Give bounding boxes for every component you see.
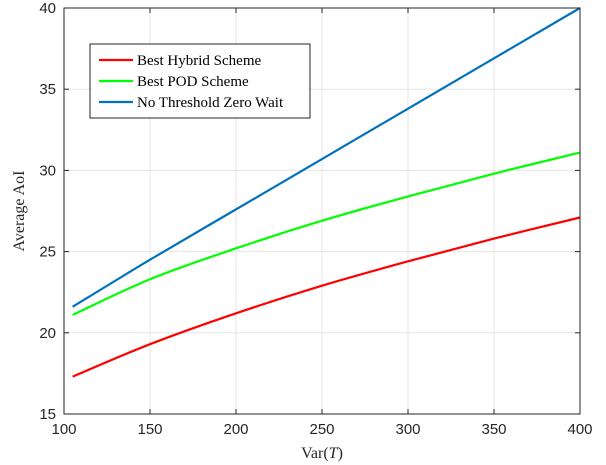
axis-ticks <box>63 7 581 415</box>
series-line-best-hybrid-scheme <box>72 216 581 378</box>
y-tick-label: 25 <box>39 244 56 261</box>
series-line-no-threshold-zero-wait <box>72 7 581 308</box>
series-line-best-pod-scheme <box>72 151 581 316</box>
y-tick-label: 20 <box>39 325 56 342</box>
x-tick-labels: 100 150 200 250 300 350 400 <box>51 421 592 438</box>
y-tick-labels: 15 20 25 30 35 40 <box>39 0 56 423</box>
legend-label-best-hybrid-scheme: Best Hybrid Scheme <box>137 53 261 69</box>
series-layer <box>72 7 581 378</box>
x-tick-label: 300 <box>395 421 420 438</box>
y-tick-label: 40 <box>39 0 56 17</box>
legend: Best Hybrid Scheme Best POD Scheme No Thre… <box>89 43 311 119</box>
x-tick-label: 200 <box>223 421 248 438</box>
legend-label-no-threshold-zero-wait: No Threshold Zero Wait <box>137 95 284 111</box>
x-tick-label: 250 <box>309 421 334 438</box>
y-tick-label: 30 <box>39 162 56 179</box>
x-tick-label: 150 <box>137 421 162 438</box>
legend-label-best-pod-scheme: Best POD Scheme <box>137 74 249 90</box>
x-tick-label: 350 <box>481 421 506 438</box>
y-tick-label: 15 <box>39 406 56 423</box>
y-axis-label: Average AoI <box>11 171 28 252</box>
x-tick-label: 400 <box>567 421 592 438</box>
y-tick-label: 35 <box>39 81 56 98</box>
x-tick-label: 100 <box>51 421 76 438</box>
x-axis-label: Var(T) <box>301 445 343 462</box>
